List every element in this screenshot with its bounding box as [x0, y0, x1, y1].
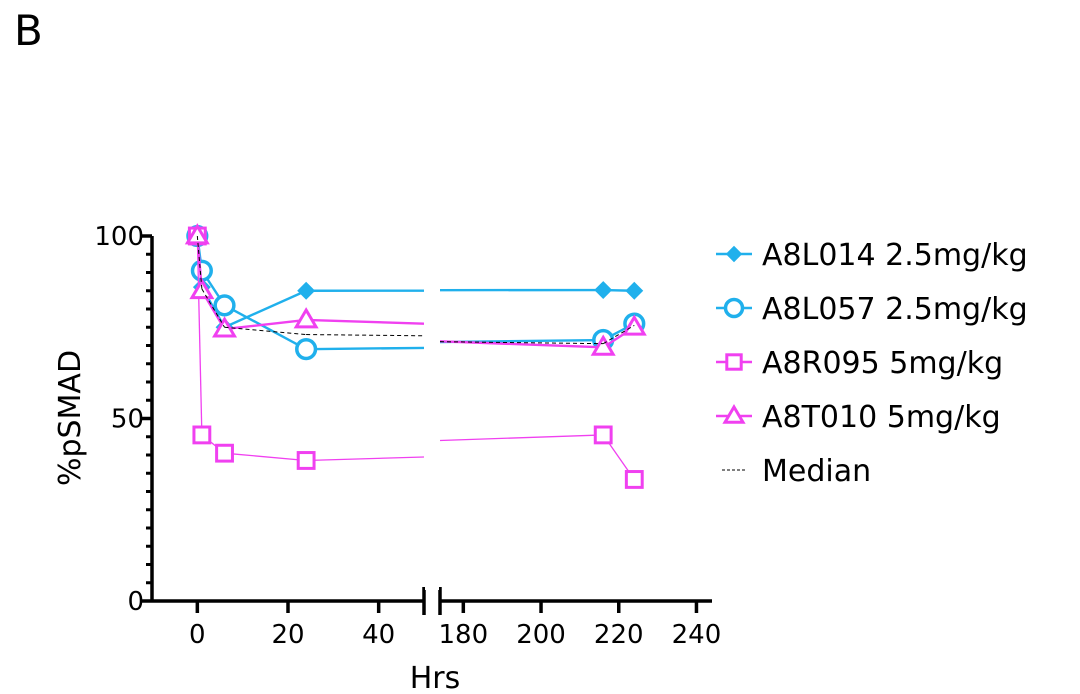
series-line	[306, 346, 424, 351]
legend-swatch-marker	[723, 297, 745, 319]
legend-item: A8T010 5mg/kg	[716, 400, 1001, 435]
y-tick-label: 50	[111, 405, 144, 435]
x-tick-label: 20	[271, 620, 304, 650]
series-point	[624, 470, 644, 489]
x-tick-label: 200	[516, 620, 566, 650]
series-line	[440, 434, 604, 442]
series-point	[297, 281, 316, 300]
legend-item: Median	[722, 454, 871, 489]
series-line	[440, 340, 604, 349]
y-axis-title: %pSMAD	[53, 350, 88, 486]
legend-item: A8L057 2.5mg/kg	[716, 292, 1028, 327]
series-point	[594, 281, 613, 299]
legend-item: A8L014 2.5mg/kg	[716, 238, 1028, 273]
y-tick-label: 100	[94, 222, 144, 252]
legend-swatch-marker	[722, 404, 746, 424]
series-point	[184, 223, 210, 245]
series-line	[196, 235, 203, 435]
series-line	[224, 318, 307, 331]
series-point	[593, 425, 613, 445]
legend-label: A8R095 5mg/kg	[762, 346, 1003, 381]
legend-label: A8L014 2.5mg/kg	[762, 238, 1028, 273]
series-line	[306, 456, 424, 462]
series-line	[602, 324, 635, 345]
series-point	[192, 425, 212, 445]
series-line	[306, 334, 424, 337]
x-tick-label: 220	[594, 620, 644, 650]
legend-item: A8R095 5mg/kg	[716, 346, 1003, 381]
x-tick-label: 240	[672, 620, 722, 650]
x-tick-label: 180	[438, 620, 488, 650]
series-line	[224, 289, 307, 329]
series-point	[215, 443, 234, 463]
series-line	[224, 452, 307, 462]
legend-label: A8T010 5mg/kg	[762, 400, 1001, 435]
x-tick-label: 0	[189, 620, 206, 650]
series-line	[201, 288, 225, 328]
axis-break-gap	[425, 220, 439, 590]
y-tick-label: 0	[127, 587, 144, 617]
series-point	[293, 307, 319, 329]
axes: 0 50 100 0 20 40 180 200 220 240	[94, 222, 721, 650]
series-point	[590, 334, 616, 356]
series-point	[213, 294, 236, 317]
series-point	[296, 451, 316, 470]
series-point	[295, 338, 318, 361]
series-2	[186, 224, 646, 361]
legend-swatch-marker	[725, 245, 743, 263]
legend-label: A8L057 2.5mg/kg	[762, 292, 1028, 327]
series-line	[196, 235, 203, 289]
panel-label: B	[14, 6, 43, 55]
legend-label: Median	[762, 454, 871, 489]
series-line	[306, 318, 424, 325]
series-point	[625, 281, 644, 300]
legend: A8L014 2.5mg/kg A8L057 2.5mg/kg A8R095 5mg…	[716, 238, 1028, 489]
x-tick-label: 40	[362, 620, 395, 650]
legend-swatch-marker	[725, 353, 743, 371]
series-5	[196, 235, 635, 345]
series-1	[188, 227, 644, 337]
series-layer	[184, 220, 647, 590]
series-line	[440, 341, 604, 345]
series-line	[223, 304, 307, 351]
x-axis-title: Hrs	[410, 661, 461, 694]
series-3	[187, 226, 644, 489]
